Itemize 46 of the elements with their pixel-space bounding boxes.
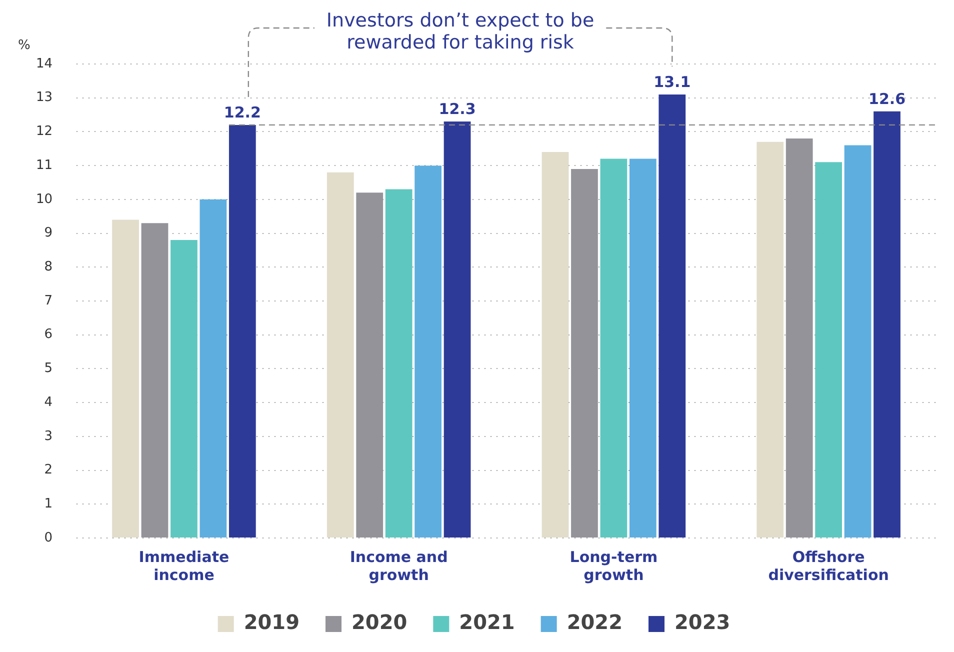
data-label: 12.3: [438, 100, 476, 118]
y-tick-label: 6: [44, 327, 53, 342]
legend-label: 2020: [352, 610, 408, 634]
bar: [629, 158, 656, 538]
y-tick-label: 7: [44, 293, 53, 308]
legend-label: 2022: [566, 610, 623, 634]
x-tick-label: Income and growth: [350, 548, 448, 584]
bar: [444, 122, 471, 538]
bar: [844, 145, 872, 538]
text: Investors don’t expect to be rewarded for taking risk: [326, 9, 594, 54]
y-tick-label: 4: [44, 394, 53, 410]
bar: [600, 158, 628, 538]
bar: [170, 240, 198, 538]
bar: [200, 199, 227, 538]
bar: [385, 189, 412, 538]
y-tick-label: 9: [44, 226, 53, 241]
y-tick-label: 11: [36, 158, 53, 173]
data-label: 12.6: [868, 90, 906, 108]
y-tick-label: 14: [36, 56, 53, 72]
data-label: 12.2: [224, 103, 261, 122]
y-tick-label: 0: [44, 530, 53, 546]
bar: [542, 152, 569, 538]
bar: [228, 124, 256, 538]
y-tick-label: 1: [44, 496, 53, 512]
bar: [815, 162, 842, 538]
x-tick-label: Immediate income: [138, 548, 230, 584]
data-label: 13.1: [654, 72, 691, 91]
y-tick-label: 5: [44, 361, 53, 376]
bar: [414, 166, 442, 538]
y-tick-label: 3: [44, 428, 53, 444]
y-tick-label: 10: [36, 192, 53, 207]
bar: [874, 111, 900, 538]
bar: [112, 220, 139, 538]
bar: [756, 142, 784, 538]
x-tick-label: Offshore diversification: [768, 548, 889, 584]
legend-label: 2019: [244, 610, 300, 634]
bar: [658, 94, 686, 538]
legend-label: 2021: [459, 610, 515, 634]
legend-label: 2023: [674, 610, 730, 634]
bar: [326, 172, 354, 538]
y-tick-label: 8: [44, 260, 53, 275]
y-axis-title: %: [18, 38, 30, 53]
y-tick-label: 13: [36, 90, 53, 106]
y-tick-label: 12: [36, 124, 53, 140]
y-tick-label: 2: [44, 462, 53, 478]
x-tick-label: Long-term growth: [570, 548, 658, 584]
